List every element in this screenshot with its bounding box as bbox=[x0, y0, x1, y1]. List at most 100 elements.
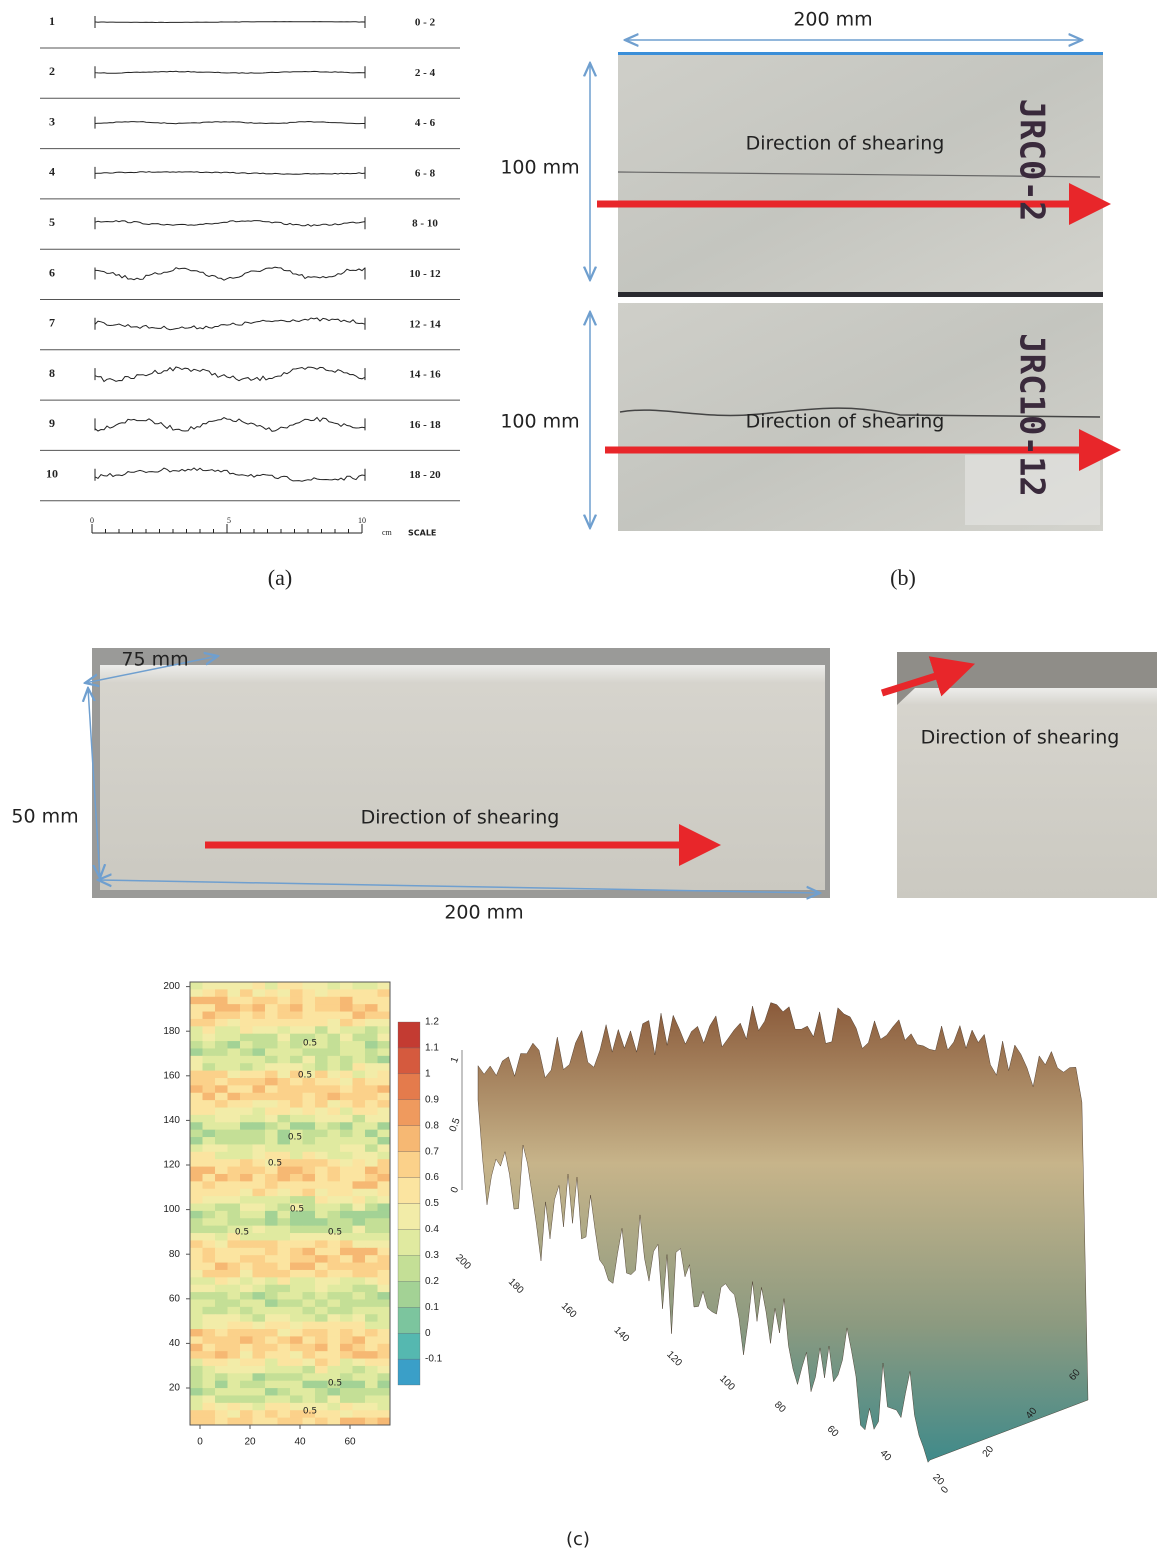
contour-cell bbox=[340, 1144, 353, 1152]
colorbar-cell bbox=[398, 1255, 420, 1281]
contour-cell bbox=[328, 1012, 341, 1020]
contour-cell bbox=[253, 1211, 266, 1219]
contour-cell bbox=[365, 1418, 378, 1426]
profile-line bbox=[95, 318, 365, 330]
contour-cell bbox=[315, 1233, 328, 1241]
contour-cell bbox=[328, 1181, 341, 1189]
contour-cell bbox=[265, 1196, 278, 1204]
contour-cell bbox=[203, 1388, 216, 1396]
contour-cell bbox=[290, 1270, 303, 1278]
contour-label: 0.5 bbox=[288, 1133, 302, 1143]
contour-cell bbox=[215, 1255, 228, 1263]
contour-cell bbox=[353, 1181, 366, 1189]
contour-cell bbox=[240, 1196, 253, 1204]
contour-cell bbox=[290, 1048, 303, 1056]
contour-cell bbox=[215, 1233, 228, 1241]
contour-cell bbox=[328, 1344, 341, 1352]
contour-cell bbox=[240, 1004, 253, 1012]
contour-cell bbox=[203, 1218, 216, 1226]
contour-cell bbox=[353, 997, 366, 1005]
contour-cell bbox=[228, 1034, 241, 1042]
contour-cell bbox=[228, 1329, 241, 1337]
contour-cell bbox=[265, 1381, 278, 1389]
contour-cell bbox=[215, 1100, 228, 1108]
contour-cell bbox=[353, 1248, 366, 1256]
contour-cell bbox=[203, 1041, 216, 1049]
contour-cell bbox=[353, 1159, 366, 1167]
contour-cell bbox=[228, 1307, 241, 1315]
contour-cell bbox=[353, 1137, 366, 1145]
contour-cell bbox=[240, 1410, 253, 1418]
contour-cell bbox=[228, 1403, 241, 1411]
y-tick-label: 100 bbox=[163, 1204, 180, 1215]
contour-cell bbox=[303, 1336, 316, 1344]
contour-cell bbox=[378, 1277, 391, 1285]
contour-cell bbox=[340, 1130, 353, 1138]
contour-cell bbox=[240, 1255, 253, 1263]
contour-cell bbox=[253, 1041, 266, 1049]
contour-cell bbox=[215, 1322, 228, 1330]
contour-cell bbox=[278, 1026, 291, 1034]
sample-marking: JRC0-2 bbox=[1012, 99, 1052, 222]
contour-cell bbox=[315, 1026, 328, 1034]
contour-cell bbox=[190, 1152, 203, 1160]
contour-cell bbox=[228, 1240, 241, 1248]
contour-cell bbox=[365, 997, 378, 1005]
contour-cell bbox=[290, 1085, 303, 1093]
contour-cell bbox=[328, 1285, 341, 1293]
contour-cell bbox=[190, 1277, 203, 1285]
contour-cell bbox=[253, 1292, 266, 1300]
contour-cell bbox=[303, 1329, 316, 1337]
contour-cell bbox=[353, 1314, 366, 1322]
profile-number: 6 bbox=[49, 265, 55, 279]
contour-cell bbox=[340, 1004, 353, 1012]
contour-cell bbox=[253, 1344, 266, 1352]
contour-cell bbox=[190, 1351, 203, 1359]
colorbar-label: 0.2 bbox=[425, 1276, 439, 1287]
colorbar-label: 0.8 bbox=[425, 1120, 439, 1131]
contour-cell bbox=[340, 1115, 353, 1123]
contour-cell bbox=[290, 1307, 303, 1315]
contour-cell bbox=[240, 1373, 253, 1381]
contour-cell bbox=[303, 1189, 316, 1197]
contour-cell bbox=[265, 1144, 278, 1152]
contour-cell bbox=[253, 1418, 266, 1426]
dimension-label: 200 mm bbox=[793, 9, 872, 31]
contour-cell bbox=[265, 1218, 278, 1226]
scale-unit: cm bbox=[382, 528, 393, 537]
contour-cell bbox=[278, 1211, 291, 1219]
contour-cell bbox=[353, 1063, 366, 1071]
contour-cell bbox=[315, 1336, 328, 1344]
contour-cell bbox=[190, 1174, 203, 1182]
contour-cell bbox=[190, 1248, 203, 1256]
contour-cell bbox=[203, 1130, 216, 1138]
contour-cell bbox=[203, 1307, 216, 1315]
contour-cell bbox=[203, 1270, 216, 1278]
contour-cell bbox=[190, 1270, 203, 1278]
x-tick-label: 0 bbox=[197, 1437, 203, 1448]
contour-cell bbox=[190, 1181, 203, 1189]
contour-cell bbox=[353, 1122, 366, 1130]
contour-cell bbox=[228, 1366, 241, 1374]
contour-cell bbox=[328, 1255, 341, 1263]
contour-cell bbox=[365, 1336, 378, 1344]
contour-cell bbox=[253, 1255, 266, 1263]
contour-cell bbox=[240, 1189, 253, 1197]
contour-cell bbox=[315, 1344, 328, 1352]
contour-cell bbox=[340, 1218, 353, 1226]
contour-cell bbox=[190, 1196, 203, 1204]
contour-cell bbox=[190, 1004, 203, 1012]
contour-cell bbox=[353, 1108, 366, 1116]
contour-cell bbox=[353, 1366, 366, 1374]
contour-cell bbox=[215, 1410, 228, 1418]
contour-cell bbox=[303, 1019, 316, 1027]
contour-cell bbox=[340, 1314, 353, 1322]
contour-cell bbox=[328, 1395, 341, 1403]
contour-cell bbox=[365, 982, 378, 990]
contour-cell bbox=[290, 1144, 303, 1152]
contour-cell bbox=[265, 1130, 278, 1138]
contour-cell bbox=[365, 1063, 378, 1071]
contour-cell bbox=[303, 1307, 316, 1315]
contour-cell bbox=[265, 1233, 278, 1241]
contour-cell bbox=[203, 1336, 216, 1344]
